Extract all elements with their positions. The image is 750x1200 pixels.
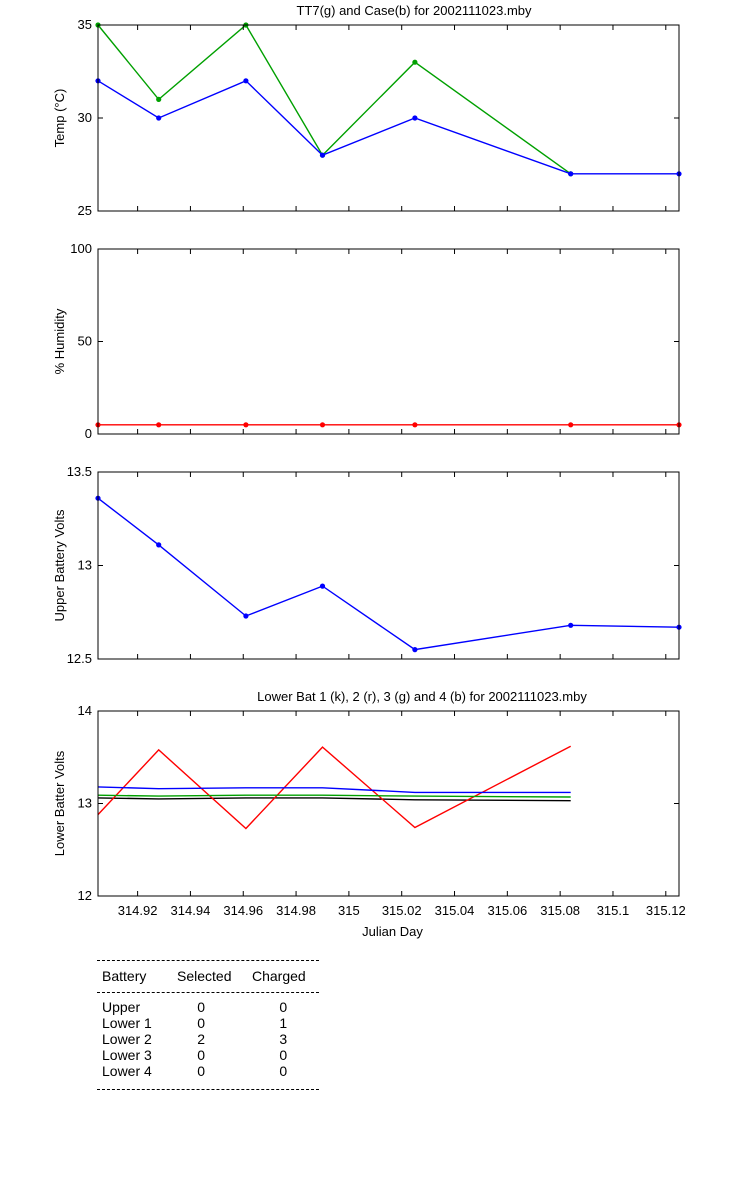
data-point: [412, 59, 418, 65]
table-header-row: Battery Selected Charged: [97, 961, 319, 992]
y-tick-label: 100: [70, 241, 92, 256]
data-point: [156, 542, 162, 548]
chart-panel-2: 0 50 100 % Humidity: [52, 241, 682, 441]
x-tick-label: 315.12: [646, 903, 686, 918]
series-line: [97, 79, 679, 175]
y-tick-label: 13: [78, 796, 92, 811]
data-point: [319, 422, 326, 428]
y-axis-label: Temp (°C): [52, 89, 67, 148]
x-tick-label: 315.1: [597, 903, 630, 918]
x-tick-label: 315: [338, 903, 360, 918]
cell-battery: Lower 2: [102, 1031, 152, 1047]
series-line: [97, 23, 572, 175]
table-row: Lower 4 0 0: [102, 1063, 319, 1079]
data-point: [568, 422, 574, 428]
y-tick-label: 13.5: [67, 464, 92, 479]
table-row: Lower 1 0 1: [102, 1015, 319, 1031]
cell-charged: 1: [279, 1015, 288, 1031]
x-tick-label: 315.02: [382, 903, 422, 918]
y-axis-label: Upper Battery Volts: [52, 509, 67, 621]
table-row: Lower 2 2 3: [102, 1031, 319, 1047]
y-tick-label: 30: [78, 110, 92, 125]
cell-battery: Lower 4: [102, 1063, 152, 1079]
cell-charged: 3: [279, 1031, 288, 1047]
series-line: [97, 745, 572, 830]
table-header-divider: [97, 992, 319, 993]
data-point: [156, 422, 162, 428]
data-point: [568, 622, 574, 628]
data-point: [568, 171, 574, 177]
cell-selected: 2: [197, 1031, 206, 1047]
x-axis-label: Julian Day: [362, 924, 423, 939]
chart-figure: 25 30 35 TT7(g) and Case(b) for 2002111023.…: [52, 3, 686, 939]
series-line: [97, 786, 571, 794]
x-tick-label: 314.94: [171, 903, 211, 918]
data-point: [319, 152, 326, 158]
table-top-divider: [97, 960, 319, 961]
plot-frame: [97, 24, 680, 212]
chart-title: Lower Bat 1 (k), 2 (r), 3 (g) and 4 (b) …: [257, 689, 587, 704]
cell-charged: 0: [279, 999, 288, 1015]
x-tick-label: 314.92: [118, 903, 158, 918]
table-bottom-divider: [97, 1089, 319, 1090]
y-tick-label: 12.5: [67, 651, 92, 666]
cell-selected: 0: [197, 999, 206, 1015]
chart-panel-1: 25 30 35 TT7(g) and Case(b) for 2002111023.…: [52, 3, 682, 218]
x-tick-label: 314.98: [276, 903, 316, 918]
y-axis-label: % Humidity: [52, 308, 67, 374]
y-tick-label: 13: [78, 558, 92, 573]
y-tick-label: 12: [78, 888, 92, 903]
series-line: [97, 797, 571, 802]
y-tick-label: 14: [78, 703, 92, 718]
series-line: [97, 794, 571, 798]
data-point: [243, 422, 249, 428]
data-point: [319, 583, 326, 589]
table-row: Upper 0 0: [102, 999, 319, 1015]
chart-panel-3: 12.5 13 13.5 Upper Battery Volts: [52, 464, 682, 666]
x-tick-label: 315.08: [540, 903, 580, 918]
data-point: [412, 422, 418, 428]
series-line: [97, 497, 680, 651]
cell-charged: 0: [279, 1063, 288, 1079]
cell-battery: Upper: [102, 999, 141, 1015]
cell-charged: 0: [279, 1047, 288, 1063]
x-tick-label: 315.06: [487, 903, 527, 918]
data-point: [412, 115, 418, 121]
y-tick-label: 50: [78, 334, 92, 349]
battery-table: Battery Selected Charged Upper 0 0 Lower…: [97, 960, 319, 1090]
cell-battery: Lower 1: [102, 1015, 152, 1031]
header-selected: Selected: [177, 968, 232, 984]
y-tick-label: 0: [85, 426, 92, 441]
data-point: [412, 647, 418, 653]
header-battery: Battery: [102, 968, 147, 984]
chart-title: TT7(g) and Case(b) for 2002111023.mby: [296, 3, 532, 18]
table-body: Upper 0 0 Lower 1 0 1 Lower 2 2 3 Lower …: [97, 993, 319, 1089]
header-charged: Charged: [252, 968, 306, 984]
cell-selected: 0: [197, 1047, 206, 1063]
table-row: Lower 3 0 0: [102, 1047, 319, 1063]
data-point: [243, 613, 249, 619]
plot-frame: [97, 710, 680, 897]
y-tick-label: 35: [78, 17, 92, 32]
y-axis-label: Lower Batter Volts: [52, 750, 67, 856]
cell-selected: 0: [197, 1015, 206, 1031]
y-tick-label: 25: [78, 203, 92, 218]
cell-selected: 0: [197, 1063, 206, 1079]
data-point: [156, 115, 162, 121]
cell-battery: Lower 3: [102, 1047, 152, 1063]
data-point: [243, 78, 249, 84]
x-tick-label: 314.96: [223, 903, 263, 918]
data-point: [156, 96, 162, 102]
chart-panel-4: 12 13 14 314.92 314.94 314.96 314.98 315 315.02 3…: [52, 689, 686, 939]
x-tick-label: 315.04: [435, 903, 475, 918]
plot-frame: [97, 248, 680, 435]
